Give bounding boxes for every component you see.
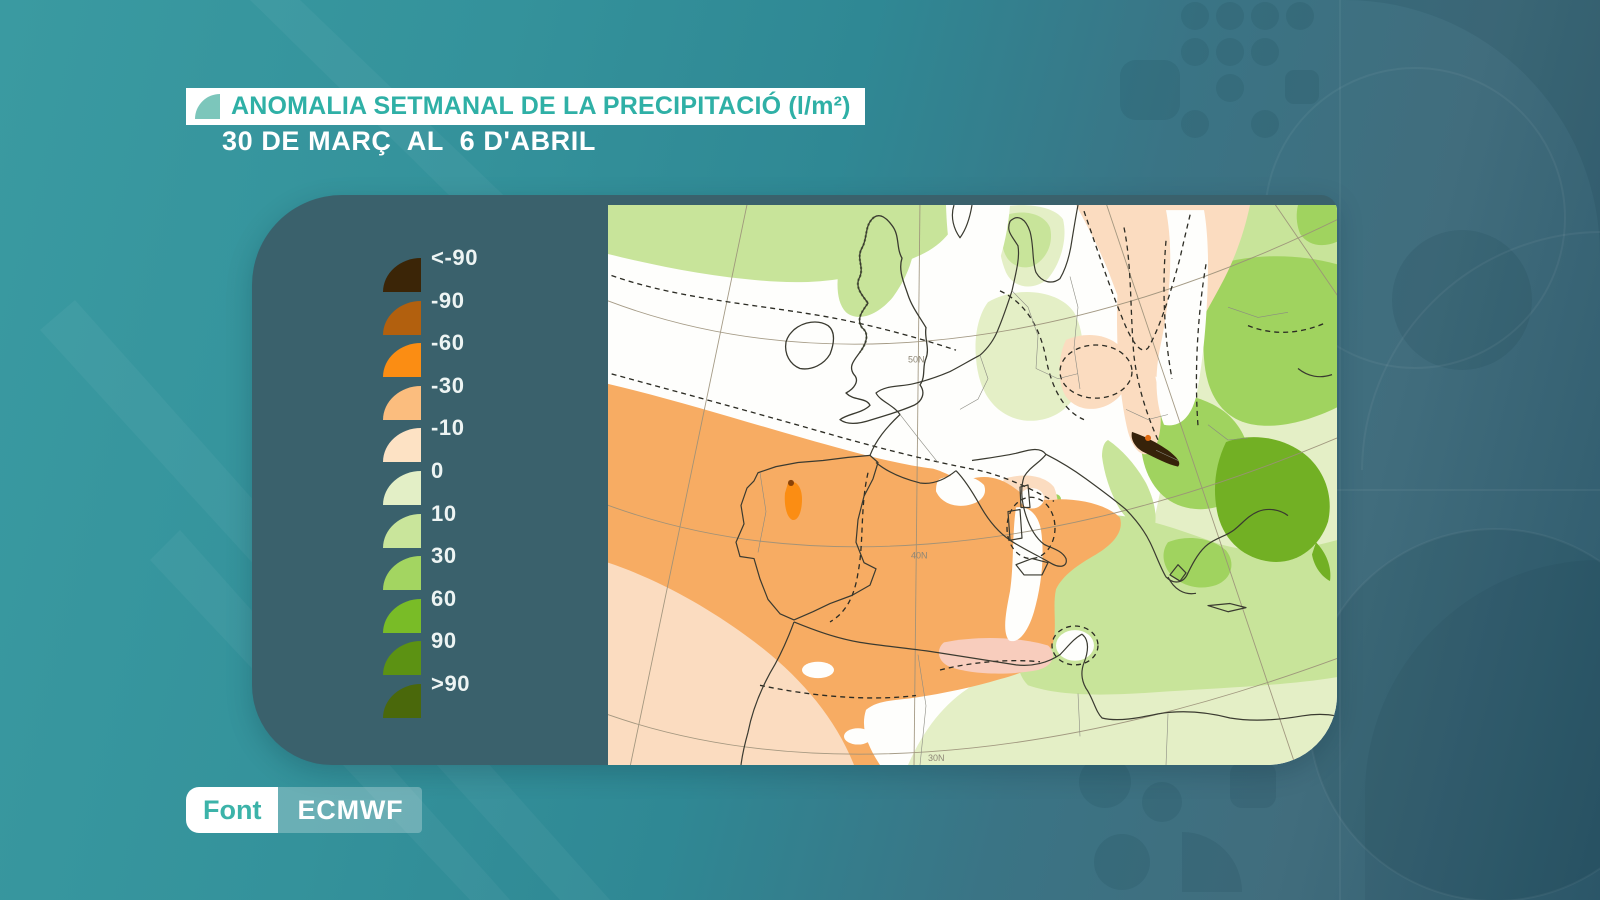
weather-card: <-90 -90 -60 -30 -10 0 10 30 60 90 >90 [252,195,1337,765]
source-label: Font [186,787,279,833]
map-country-borders [757,276,1289,765]
legend-swatch [383,513,421,548]
legend-entry: 90 [383,628,593,676]
map-container: 50N 40N 30N [608,205,1337,765]
legend-swatch [383,641,421,676]
legend-label: -60 [431,330,465,356]
legend-label: 60 [431,585,457,611]
page-title: ANOMALIA SETMANAL DE LA PRECIPITACIÓ (l/… [231,92,851,120]
legend-label: -30 [431,372,465,398]
legend-swatch [383,300,421,335]
map-graticule [608,205,1337,765]
legend-entry: 60 [383,586,593,634]
legend-entry: 10 [383,501,593,549]
map-coastlines [735,205,1337,765]
legend-swatch [383,683,421,718]
legend-swatch [383,470,421,505]
title-badge: ANOMALIA SETMANAL DE LA PRECIPITACIÓ (l/… [186,88,865,125]
legend-swatch [383,258,421,292]
legend-label: 0 [431,457,444,483]
legend-swatch [383,343,421,378]
source-value: ECMWF [278,787,423,833]
legend-label: -10 [431,415,465,441]
legend-label: <-90 [431,245,479,270]
legend-entry: 30 [383,543,593,591]
legend-swatch [383,428,421,463]
graticule-label-40n: 40N [911,550,927,560]
anomaly-map: 50N 40N 30N [608,205,1337,765]
precipitation-legend: <-90 -90 -60 -30 -10 0 10 30 60 90 >90 [383,245,593,719]
legend-entry: -30 [383,373,593,421]
source-badge: Font ECMWF [186,787,423,833]
legend-label: 30 [431,543,457,569]
graticule-label-30n: 30N [928,753,944,763]
legend-entry: -60 [383,330,593,378]
legend-label: -90 [431,287,465,313]
legend-entry: 0 [383,458,593,506]
legend-label: 90 [431,628,457,654]
legend-entry: -10 [383,415,593,463]
legend-swatch [383,598,421,633]
map-region-peach-southwest [608,562,854,765]
date-range-subtitle: 30 DE MARÇ AL 6 D'ABRIL [222,126,596,156]
legend-label: >90 [431,670,471,696]
map-strong-negative-spots [784,431,1180,521]
legend-swatch [383,385,421,420]
quarter-circle-icon [195,94,220,119]
legend-swatch [383,556,421,591]
map-region-white [802,205,1208,745]
legend-entry: >90 [383,671,593,719]
legend-label: 10 [431,500,457,526]
legend-entry: <-90 [383,245,593,293]
legend-entry: -90 [383,288,593,336]
map-coastlines-uk-ireland [784,215,929,425]
graticule-label-50n: 50N [908,354,924,364]
